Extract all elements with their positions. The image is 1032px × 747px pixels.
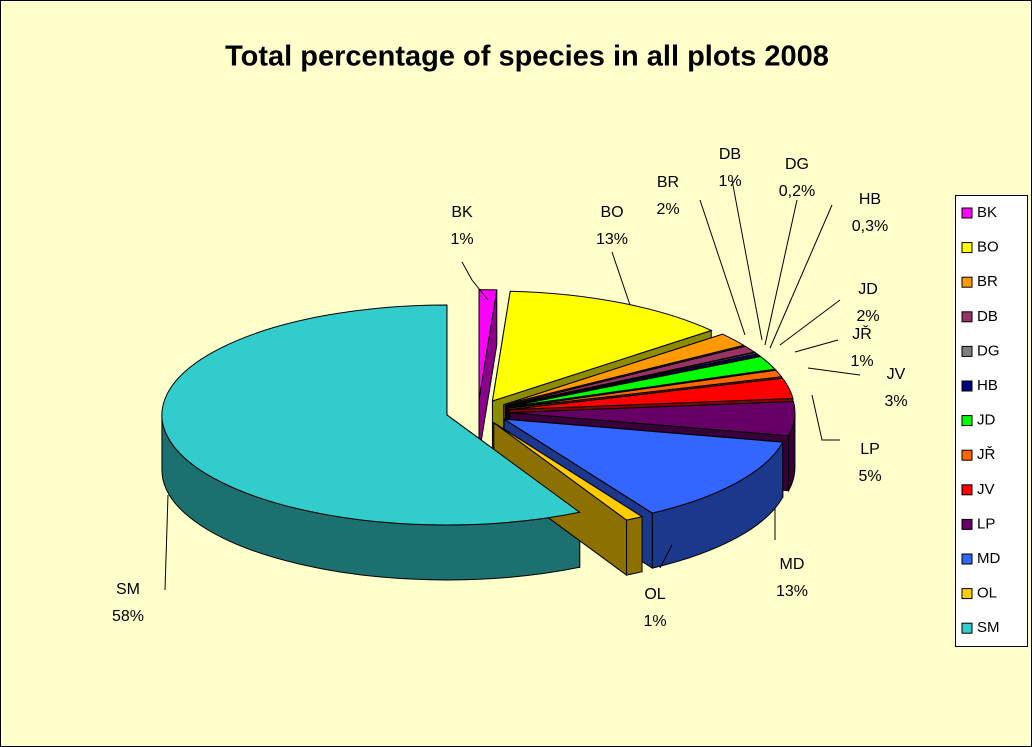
- data-label-name: LP: [860, 441, 880, 458]
- data-label-name: BK: [451, 204, 473, 221]
- leader-line: [764, 199, 798, 346]
- data-label: 2%: [856, 308, 879, 325]
- leader-line: [811, 394, 840, 441]
- leader-line: [164, 494, 169, 591]
- data-label-name: MD: [780, 556, 805, 573]
- legend-label: SM: [977, 619, 1000, 636]
- legend-swatch: [961, 588, 973, 600]
- leader-line: [807, 367, 861, 376]
- slice: [506, 353, 761, 407]
- legend-swatch: [961, 449, 973, 461]
- slice: [493, 422, 644, 521]
- data-label: 13%: [596, 231, 628, 248]
- data-label: 3%: [884, 393, 907, 410]
- leader-line: [461, 261, 489, 301]
- slice: [509, 401, 796, 437]
- legend-swatch: [961, 622, 973, 634]
- legend-label: DG: [977, 342, 1000, 359]
- slice-side: [626, 516, 643, 576]
- legend-label: HB: [977, 377, 998, 394]
- leader-line: [699, 199, 746, 336]
- data-label-name: JŘ: [852, 324, 872, 343]
- data-label: 1%: [450, 231, 473, 248]
- legend-swatch: [961, 311, 973, 323]
- slice: [503, 418, 784, 514]
- slice: [505, 345, 756, 407]
- data-label: 13%: [776, 583, 808, 600]
- leader-line: [731, 179, 763, 341]
- data-label: 1%: [718, 173, 741, 190]
- data-label: 1%: [643, 613, 666, 630]
- data-label-name: BR: [657, 174, 679, 191]
- legend-swatch: [961, 276, 973, 288]
- slice: [509, 377, 794, 411]
- data-label-name: OL: [644, 586, 665, 603]
- leader-line: [779, 299, 841, 346]
- data-label-name: DG: [785, 156, 809, 173]
- legend-label: JV: [977, 481, 995, 498]
- legend-swatch: [961, 484, 973, 496]
- legend-swatch: [961, 553, 973, 565]
- leader-line: [659, 544, 673, 569]
- legend-label: DB: [977, 308, 998, 325]
- data-label-name: HB: [859, 191, 881, 208]
- data-label: 0,2%: [779, 183, 815, 200]
- slice-tops: [161, 289, 796, 526]
- leader-line: [794, 339, 839, 353]
- legend-swatch: [961, 380, 973, 392]
- data-label-name: BO: [600, 204, 623, 221]
- legend-swatch: [961, 518, 973, 530]
- data-label-name: SM: [116, 581, 140, 598]
- leader-line: [611, 251, 631, 306]
- legend-label: LP: [977, 515, 995, 532]
- leader-line: [769, 204, 833, 349]
- legend-swatch: [961, 242, 973, 254]
- legend-swatch: [961, 415, 973, 427]
- data-label: 58%: [112, 608, 144, 625]
- data-label: 1%: [850, 353, 873, 370]
- data-label: 5%: [858, 468, 881, 485]
- data-label-name: JD: [858, 281, 878, 298]
- slice: [508, 369, 783, 409]
- chart-title: Total percentage of species in all plots…: [225, 41, 829, 73]
- slice: [491, 290, 713, 402]
- slice: [507, 356, 776, 408]
- data-label: 2%: [656, 201, 679, 218]
- legend-swatch: [961, 345, 973, 357]
- legend-label: BR: [977, 273, 998, 290]
- slice: [478, 289, 498, 400]
- legend-label: BO: [977, 239, 999, 256]
- slice: [503, 333, 745, 406]
- data-label-name: DB: [719, 146, 741, 163]
- legend-label: OL: [977, 585, 997, 602]
- legend-label: MD: [977, 550, 1000, 567]
- data-label: 0,3%: [852, 218, 888, 235]
- data-label-name: JV: [887, 366, 906, 383]
- legend-label: JŘ: [977, 446, 996, 463]
- legend-label: JD: [977, 412, 996, 429]
- legend-swatch: [961, 207, 973, 219]
- legend-label: BK: [977, 204, 997, 221]
- slice: [161, 304, 581, 526]
